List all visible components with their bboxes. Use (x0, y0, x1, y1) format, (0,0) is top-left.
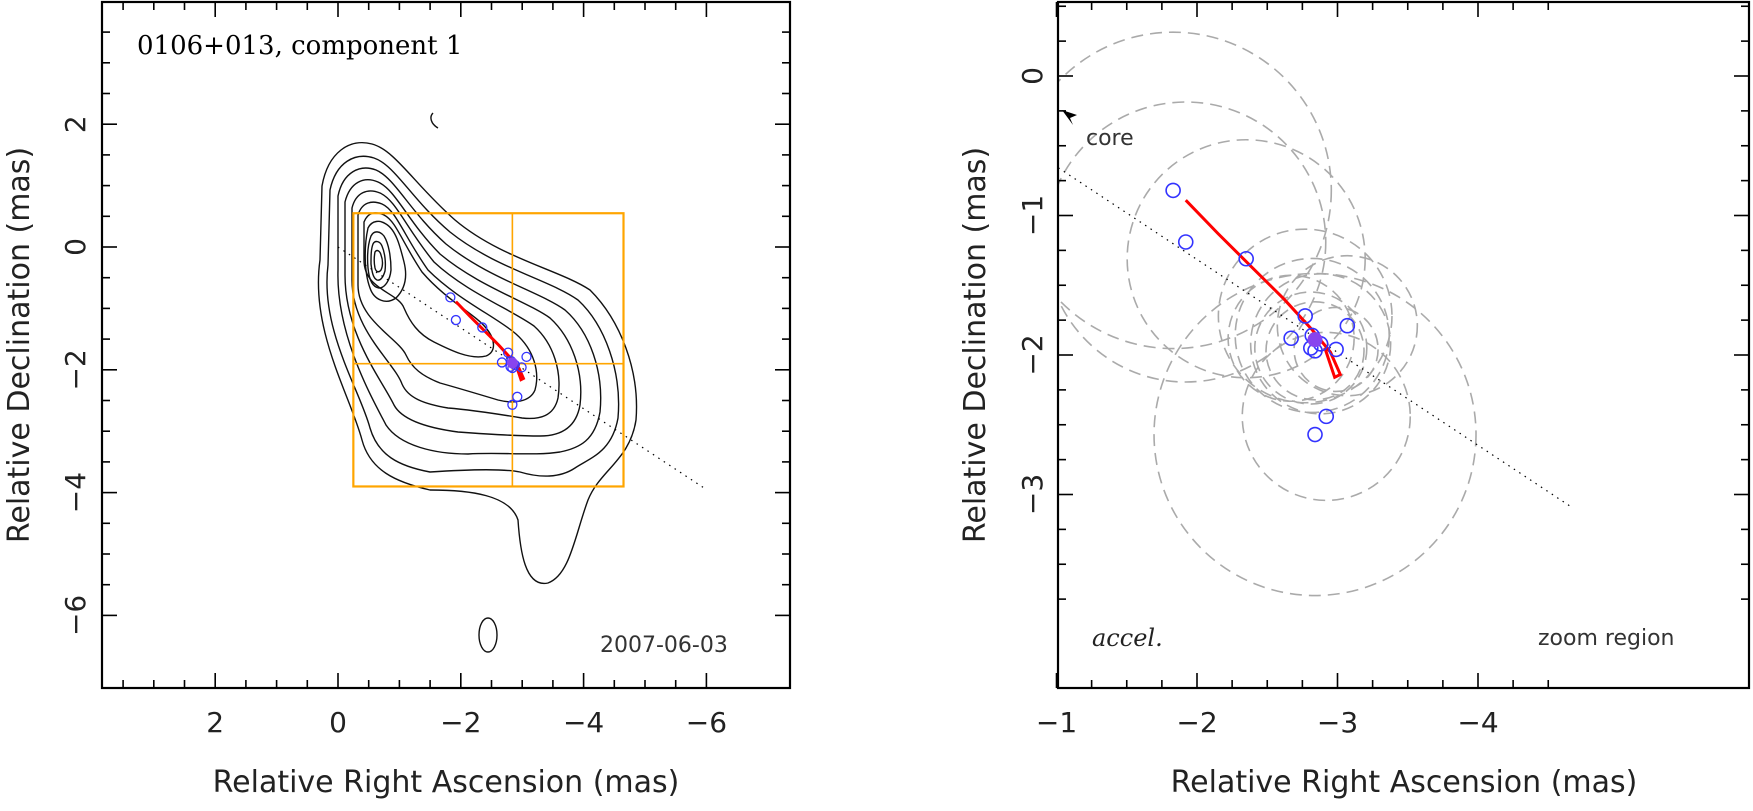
contour-level-7 (363, 212, 495, 358)
y-tick-label: −2 (1016, 334, 1049, 375)
zoom-region-label: zoom region (1538, 626, 1674, 651)
observation-date: 2007-06-03 (600, 633, 728, 658)
fitted-trajectory (1184, 199, 1343, 380)
plot-frame (1056, 0, 1751, 690)
left-panel: 0106+013, component 1 2007-06-03 Relativ… (2, 0, 792, 800)
uncertainty-circle (1241, 331, 1412, 502)
contour-level-11 (373, 249, 384, 273)
component-marker (521, 351, 532, 363)
x-axis-label: Relative Right Ascension (mas) (213, 765, 680, 800)
core-direction-line (1058, 166, 1570, 507)
component-marker (1297, 308, 1313, 324)
y-tick-label: −3 (1016, 474, 1049, 515)
uncertainty-circle (1227, 274, 1355, 403)
component-marker (445, 292, 456, 303)
mean-position-marker (506, 357, 518, 369)
uncertainty-circle (1293, 306, 1379, 393)
uncertainty-circle (1058, 31, 1333, 350)
y-axis-label: Relative Declination (mas) (2, 147, 37, 543)
component-markers (445, 292, 532, 410)
y-tick-label: 2 (59, 115, 92, 133)
accel-label: accel. (1092, 624, 1163, 652)
axis-ticks (1055, 2, 1749, 688)
contour-level-4 (344, 179, 582, 437)
uncertainty-circle (1217, 228, 1393, 404)
x-tick-label: 0 (329, 706, 347, 739)
component-marker (512, 391, 523, 402)
contour-level-12 (430, 112, 439, 129)
x-tick-label: 2 (206, 706, 224, 739)
zoom-rect (352, 212, 625, 488)
axis-ticks (102, 2, 790, 688)
component-marker (1283, 330, 1299, 347)
zoom-region-box (352, 212, 625, 488)
right-panel: core accel. zoom region Relative Right A… (958, 0, 1751, 800)
component-marker (1238, 250, 1254, 267)
y-tick-label: −6 (59, 595, 92, 636)
uncertainty-circle (1276, 254, 1419, 397)
y-tick-label: 0 (1016, 67, 1049, 85)
core-label: core (1086, 126, 1134, 151)
x-tick-label: −4 (1457, 706, 1498, 739)
x-tick-label: −6 (686, 706, 727, 739)
component-markers (1165, 182, 1356, 443)
x-axis-label: Relative Right Ascension (mas) (1171, 765, 1638, 800)
component-marker (1339, 317, 1356, 334)
uncertainty-circle (1058, 101, 1327, 383)
y-tick-label: 0 (59, 238, 92, 256)
contour-level-10 (370, 240, 387, 281)
y-tick-label: −4 (59, 472, 92, 513)
component-marker (496, 357, 508, 368)
plot-frame (100, 0, 792, 690)
component-marker (516, 362, 527, 373)
contour-level-8 (364, 220, 407, 302)
x-tick-label: −2 (440, 706, 481, 739)
uncertainty-circle (1265, 301, 1365, 401)
component-marker (450, 314, 462, 326)
uncertainty-circle (1153, 272, 1477, 597)
y-tick-label: −2 (59, 349, 92, 390)
component-marker (1318, 408, 1335, 425)
contour-blob (478, 617, 498, 653)
component-marker (1177, 234, 1194, 250)
component-marker (1165, 182, 1181, 199)
brightness-contours (317, 112, 638, 653)
contour-level-2 (326, 155, 620, 477)
component-marker (1307, 426, 1323, 443)
y-axis-label: Relative Declination (mas) (958, 147, 993, 543)
core-arrow-icon (1062, 110, 1077, 125)
component-marker (1328, 341, 1344, 358)
x-tick-label: −4 (563, 706, 604, 739)
component-marker (477, 322, 488, 333)
uncertainty-circle (1234, 257, 1391, 414)
x-tick-label: −1 (1036, 706, 1077, 739)
mean-position-marker (1307, 332, 1323, 348)
contour-level-6 (357, 201, 538, 403)
x-tick-label: −3 (1317, 706, 1358, 739)
uncertainty-circle (1254, 291, 1368, 405)
contour-level-9 (366, 231, 392, 289)
contour-level-3 (337, 167, 602, 455)
x-tick-label: −2 (1176, 706, 1217, 739)
y-tick-label: −1 (1016, 195, 1049, 236)
uncertainty-circles (1058, 31, 1477, 597)
contour-level-1 (317, 142, 638, 584)
component-marker (507, 399, 518, 410)
plot-title: 0106+013, component 1 (137, 31, 462, 61)
